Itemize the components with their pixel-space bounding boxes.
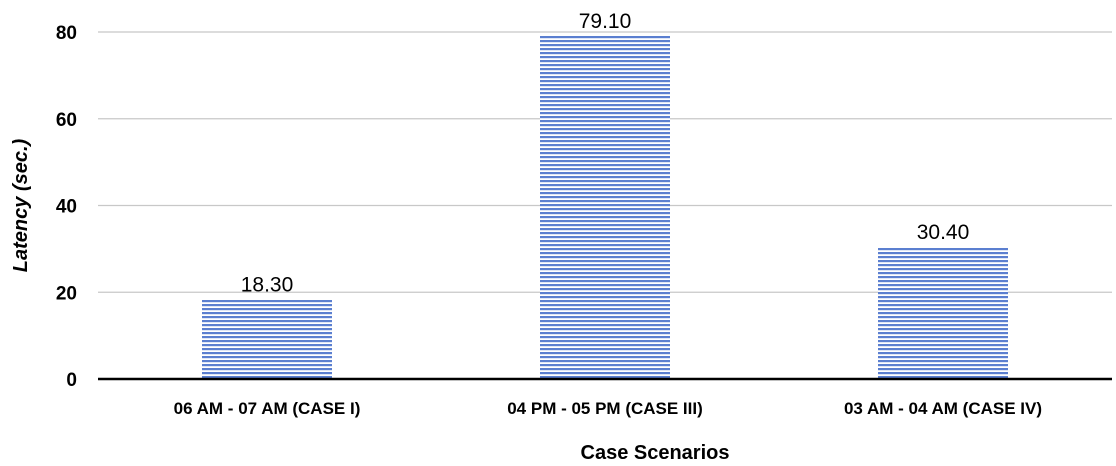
y-tick-label: 60 [56,110,77,131]
bar [202,299,332,379]
x-axis-ticks: 06 AM - 07 AM (CASE I) 04 PM - 05 PM (CAS… [174,399,1042,418]
x-tick-label: 04 PM - 05 PM (CASE III) [507,399,703,418]
y-tick-label: 0 [66,370,77,391]
y-tick-label: 20 [56,283,77,304]
x-tick-label: 03 AM - 04 AM (CASE IV) [844,399,1042,418]
data-labels: 18.30 79.10 30.40 [241,10,970,297]
data-label: 30.40 [917,221,970,244]
y-tick-label: 80 [56,23,77,44]
data-label: 18.30 [241,274,294,297]
x-axis-title: Case Scenarios [581,442,730,464]
bar [878,247,1008,379]
x-tick-label: 06 AM - 07 AM (CASE I) [174,399,361,418]
data-label: 79.10 [579,10,632,33]
y-axis-ticks: 0 20 40 60 80 [56,23,77,391]
bars [202,35,1008,380]
bar [540,35,670,380]
y-axis-title: Latency (sec.) [10,138,32,272]
y-tick-label: 40 [56,197,77,218]
